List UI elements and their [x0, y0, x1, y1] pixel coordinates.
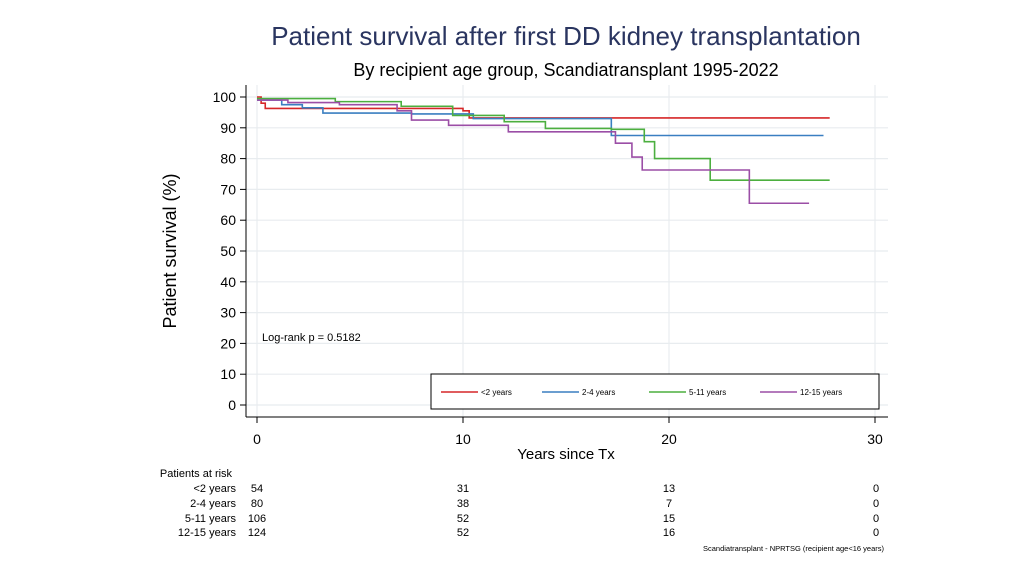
y-axis-label: Patient survival (%): [160, 173, 180, 328]
risk-table-header: Patients at risk: [160, 468, 233, 480]
risk-value: 15: [663, 513, 675, 525]
series-line-2: [257, 99, 824, 137]
legend: <2 years 2-4 years 5-11 years 12-15 years: [430, 373, 880, 410]
risk-value: 52: [457, 513, 469, 525]
risk-value: 13: [663, 483, 675, 495]
risk-value: 0: [873, 483, 879, 495]
risk-value: 80: [251, 498, 263, 510]
risk-value: 16: [663, 527, 675, 539]
y-tick-label: 0: [228, 397, 236, 413]
chart-subtitle: By recipient age group, Scandiatransplan…: [353, 60, 778, 80]
legend-label: 12-15 years: [800, 388, 842, 397]
risk-row-label: 2-4 years: [190, 498, 236, 510]
legend-label: <2 years: [481, 388, 512, 397]
risk-row-label: 5-11 years: [185, 513, 237, 525]
y-tick-label: 80: [220, 151, 236, 167]
y-tick-label: 30: [220, 305, 236, 321]
x-axis-label: Years since Tx: [517, 446, 615, 463]
risk-value: 0: [873, 498, 879, 510]
y-tick-label: 100: [213, 89, 237, 105]
y-tick-label: 70: [220, 181, 236, 197]
log-rank-annotation: Log-rank p = 0.5182: [262, 332, 361, 344]
y-tick-label: 50: [220, 243, 236, 259]
series-line-4: [257, 99, 810, 205]
risk-value: 38: [457, 498, 469, 510]
series-line-3: [257, 97, 830, 181]
axes: 0 10 20 30 40 50 60 70 80 90 100 0 10 20 30: [213, 85, 888, 447]
risk-table: Patients at risk <2 years 54 31 13 0 2-4 year…: [160, 468, 879, 539]
risk-value: 31: [457, 483, 469, 495]
x-tick-label: 20: [661, 431, 677, 447]
x-tick-label: 0: [253, 431, 261, 447]
risk-value: 52: [457, 527, 469, 539]
legend-label: 5-11 years: [689, 388, 726, 397]
y-tick-label: 90: [220, 120, 236, 136]
footnote: Scandiatransplant - NPRTSG (recipient ag…: [703, 544, 884, 553]
series-layer: [257, 96, 830, 205]
risk-value: 0: [873, 527, 879, 539]
x-tick-label: 10: [455, 431, 471, 447]
y-tick-label: 10: [220, 366, 236, 382]
risk-row-label: <2 years: [194, 483, 237, 495]
risk-value: 106: [248, 513, 266, 525]
y-tick-label: 40: [220, 274, 236, 290]
y-tick-label: 60: [220, 212, 236, 228]
chart-title: Patient survival after first DD kidney t…: [271, 21, 861, 51]
x-tick-label: 30: [867, 431, 883, 447]
risk-value: 0: [873, 513, 879, 525]
risk-value: 124: [248, 527, 266, 539]
risk-value: 54: [251, 483, 263, 495]
legend-label: 2-4 years: [582, 388, 615, 397]
risk-row-label: 12-15 years: [178, 527, 237, 539]
y-tick-label: 20: [220, 335, 236, 351]
risk-value: 7: [666, 498, 672, 510]
